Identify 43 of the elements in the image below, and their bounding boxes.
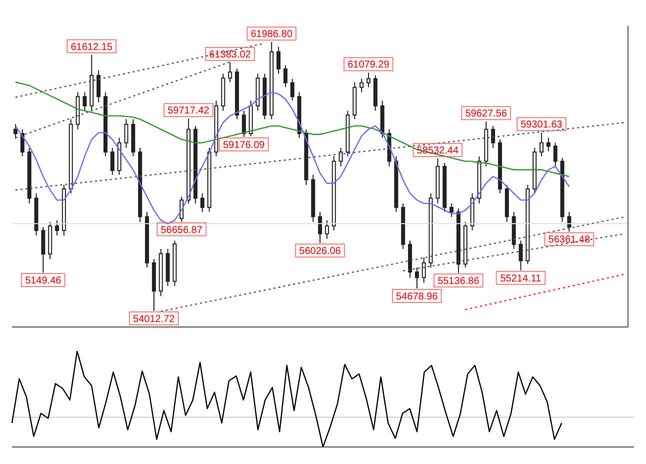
annotation: 56361.48 <box>548 234 590 246</box>
candlestick <box>567 211 572 232</box>
annotation: 56656.87 <box>160 224 203 236</box>
annotation: 55136.86 <box>438 276 480 287</box>
candlestick <box>283 64 288 88</box>
candlestick <box>324 220 329 240</box>
candlestick <box>540 132 544 157</box>
candlestick <box>110 147 114 176</box>
candlestick <box>200 192 204 212</box>
annotation: 61079.29 <box>348 60 390 71</box>
candlestick <box>228 62 232 83</box>
annotation: 59627.56 <box>465 108 508 120</box>
candlestick <box>290 78 294 102</box>
candlestick <box>242 110 246 138</box>
candlestick <box>422 256 426 284</box>
candlestick <box>553 142 558 167</box>
annotation: 5149.46 <box>25 276 62 287</box>
annotation: 59301.63 <box>520 120 563 131</box>
candlestick <box>450 202 454 218</box>
annotation: 61612.15 <box>70 42 113 53</box>
candlestick <box>546 137 550 152</box>
annotation: 54012.72 <box>133 314 176 325</box>
candlestick <box>491 125 496 148</box>
candlestick <box>318 211 322 244</box>
annotation: 59717.42 <box>168 106 210 117</box>
annotation: 56026.06 <box>299 246 342 258</box>
candlestick <box>96 70 101 103</box>
candlestick <box>41 226 46 274</box>
candlestick <box>518 240 523 271</box>
annotation: 55214.11 <box>500 273 542 284</box>
annotation: 61986.80 <box>250 29 293 40</box>
candlestick <box>82 92 87 112</box>
candlestick <box>338 147 343 167</box>
annotation: 59176.09 <box>223 140 266 151</box>
candlestick <box>276 46 281 74</box>
annotation: 61383.02 <box>209 49 252 60</box>
candlestick <box>124 118 128 148</box>
candlestick <box>366 72 370 88</box>
annotation: 54678.96 <box>396 291 438 302</box>
candlestick <box>55 220 60 236</box>
candlestick <box>414 266 419 289</box>
candlestick <box>360 78 364 93</box>
candlestick <box>14 124 18 140</box>
